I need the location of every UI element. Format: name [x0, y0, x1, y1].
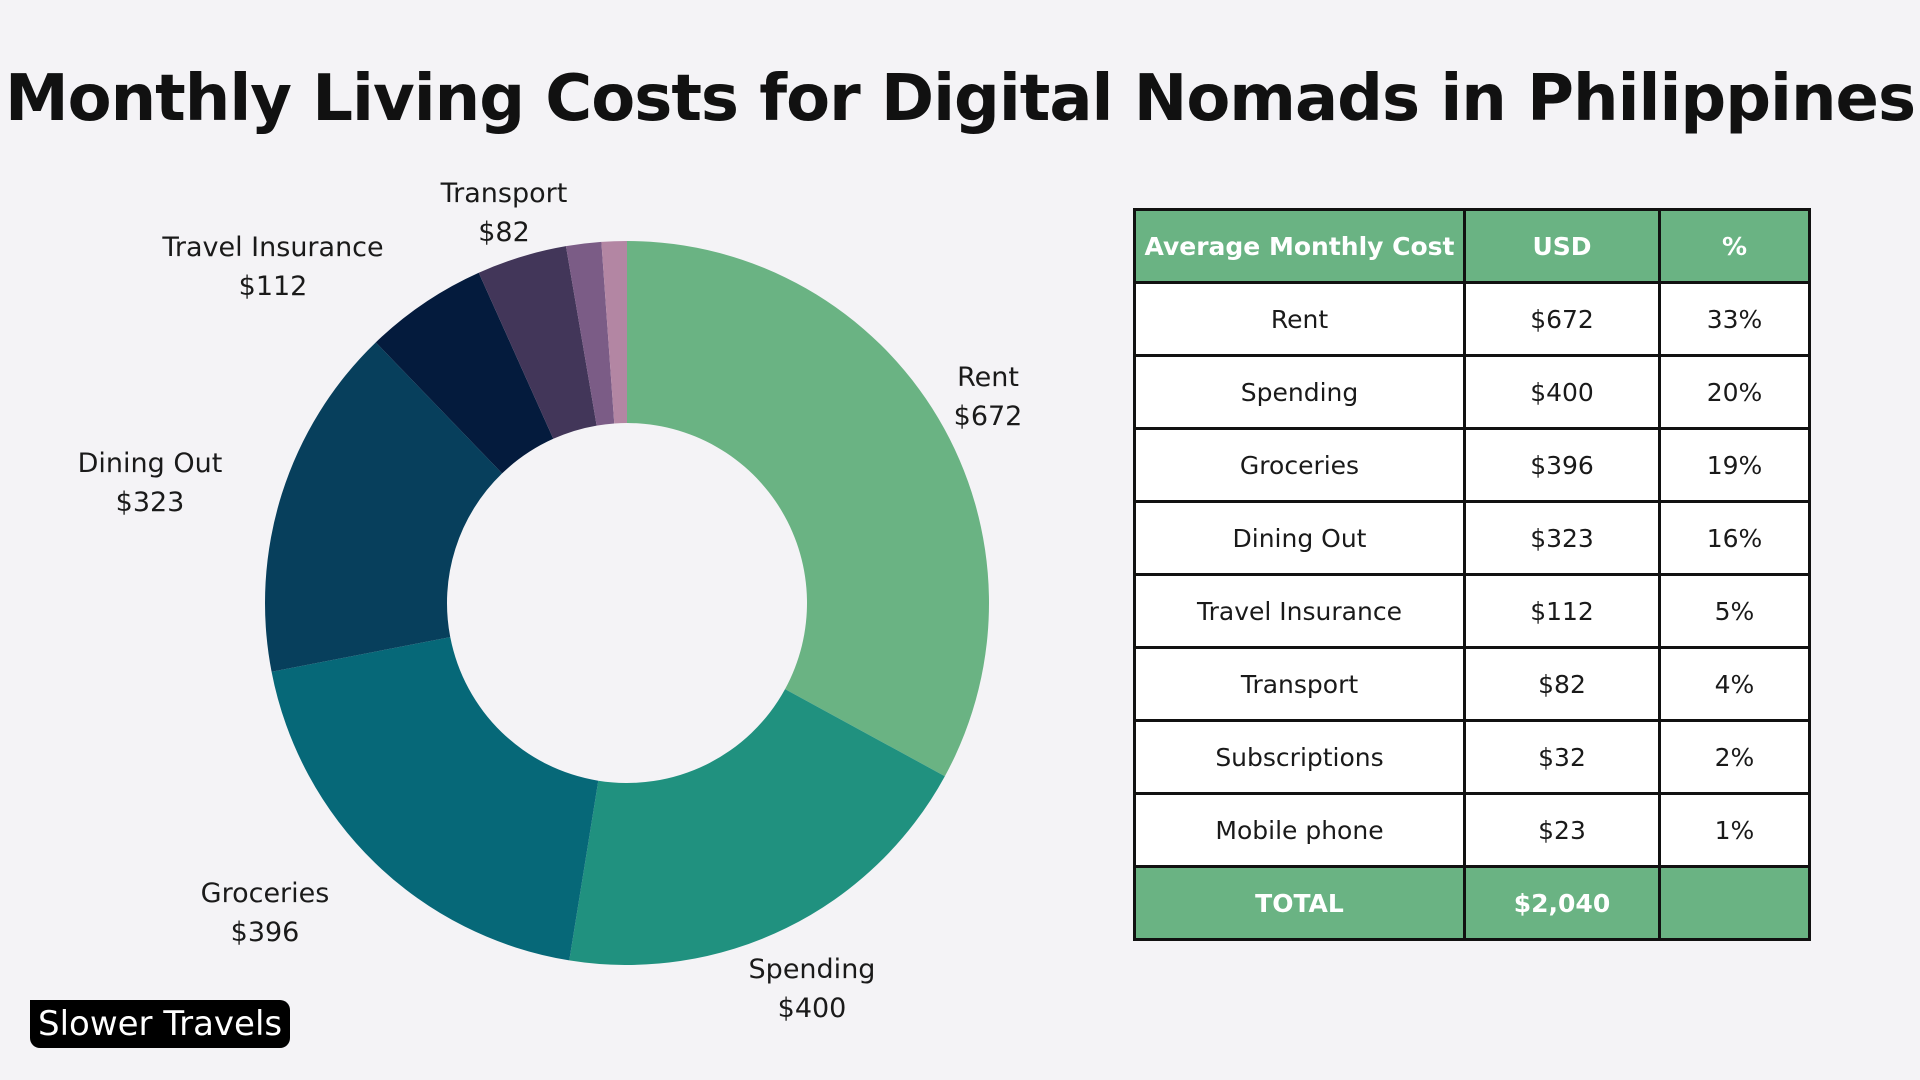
table-cell: $32 [1463, 719, 1661, 795]
table-row: Spending $400 20% [1133, 354, 1811, 430]
donut-slice [601, 241, 627, 424]
table-cell: Travel Insurance [1133, 573, 1466, 649]
donut-slice [265, 342, 503, 672]
table-cell: 2% [1658, 719, 1811, 795]
table-cell: 1% [1658, 792, 1811, 868]
table-row: Rent $672 33% [1133, 281, 1811, 357]
table-cell: Rent [1133, 281, 1466, 357]
slice-label: Travel Insurance $112 [161, 232, 383, 302]
donut-slice [271, 637, 599, 961]
donut-chart: Rent $672 Spending $400 Groceries $396 Dining … [78, 178, 1023, 1024]
table-header-row: Average Monthly Cost USD % [1133, 208, 1811, 284]
table-row: Subscriptions $32 2% [1133, 719, 1811, 795]
donut-slice [375, 272, 554, 474]
table-cell: Transport [1133, 646, 1466, 722]
table-header-cell: % [1658, 208, 1811, 284]
table-cell: $396 [1463, 427, 1661, 503]
donut-slice [565, 241, 615, 426]
table-header-cell: USD [1463, 208, 1661, 284]
slice-label: Spending $400 [749, 954, 876, 1024]
table-cell: Spending [1133, 354, 1466, 430]
donut-slice [569, 689, 945, 965]
table-cell: $672 [1463, 281, 1661, 357]
table-cell: Dining Out [1133, 500, 1466, 576]
table-total-row: TOTAL $2,040 [1133, 865, 1811, 941]
table-cell: $400 [1463, 354, 1661, 430]
table-row: Dining Out $323 16% [1133, 500, 1811, 576]
table-cell: 5% [1658, 573, 1811, 649]
table-total-cell: TOTAL [1133, 865, 1466, 941]
slice-label: Dining Out $323 [78, 448, 223, 518]
table-cell: 16% [1658, 500, 1811, 576]
table-total-cell: $2,040 [1463, 865, 1661, 941]
donut-slice [627, 241, 989, 777]
table-row: Travel Insurance $112 5% [1133, 573, 1811, 649]
table-cell: Mobile phone [1133, 792, 1466, 868]
brand-logo: Slower Travels [30, 1000, 291, 1048]
table-total-cell [1658, 865, 1811, 941]
slice-label: Transport $82 [440, 178, 568, 248]
table-cell: Subscriptions [1133, 719, 1466, 795]
chart-title: Monthly Living Costs for Digital Nomads … [4, 62, 1916, 136]
table-row: Mobile phone $23 1% [1133, 792, 1811, 868]
table-cell: $323 [1463, 500, 1661, 576]
table-row: Transport $82 4% [1133, 646, 1811, 722]
table-cell: $82 [1463, 646, 1661, 722]
table-cell: Groceries [1133, 427, 1466, 503]
slice-label: Rent $672 [954, 362, 1023, 432]
table-header-cell: Average Monthly Cost [1133, 208, 1466, 284]
donut-slice [478, 246, 597, 439]
cost-table: Average Monthly Cost USD % Rent $672 33%… [1133, 208, 1811, 941]
table-cell: 4% [1658, 646, 1811, 722]
table-cell: $112 [1463, 573, 1661, 649]
table-cell: 19% [1658, 427, 1811, 503]
slice-label: Groceries $396 [201, 878, 330, 948]
table-cell: 33% [1658, 281, 1811, 357]
table-row: Groceries $396 19% [1133, 427, 1811, 503]
table-cell: $23 [1463, 792, 1661, 868]
table-cell: 20% [1658, 354, 1811, 430]
